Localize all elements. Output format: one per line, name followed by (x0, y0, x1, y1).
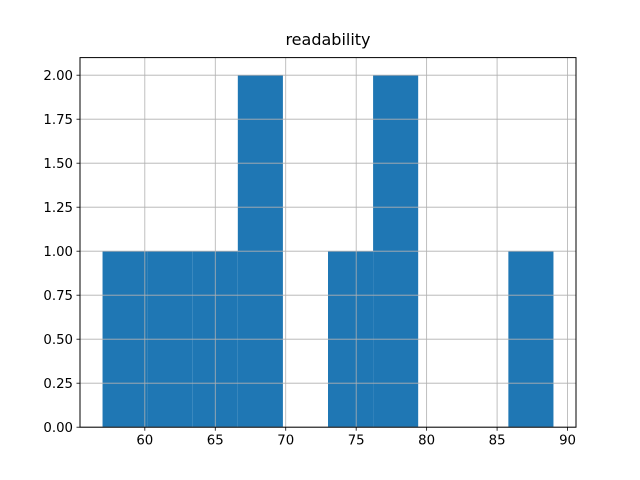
chart-title: readability (285, 30, 371, 49)
x-tick-label: 60 (136, 434, 153, 449)
x-tick-label: 70 (277, 434, 294, 449)
y-tick-label: 0.75 (43, 289, 73, 304)
x-tick-label: 80 (418, 434, 435, 449)
y-tick-label: 1.50 (43, 157, 73, 172)
y-tick-label: 2.00 (43, 69, 73, 84)
x-tick-label: 75 (348, 434, 365, 449)
y-tick-label: 0.00 (43, 421, 73, 436)
axes-frame (79, 57, 577, 428)
y-tick-label: 0.25 (43, 377, 73, 392)
x-tick-label: 90 (559, 434, 576, 449)
x-tick-label: 65 (207, 434, 224, 449)
y-tick-label: 1.25 (43, 201, 73, 216)
y-tick-label: 1.75 (43, 113, 73, 128)
y-tick-label: 0.50 (43, 333, 73, 348)
y-tick-label: 1.00 (43, 245, 73, 260)
x-tick-label: 85 (489, 434, 506, 449)
